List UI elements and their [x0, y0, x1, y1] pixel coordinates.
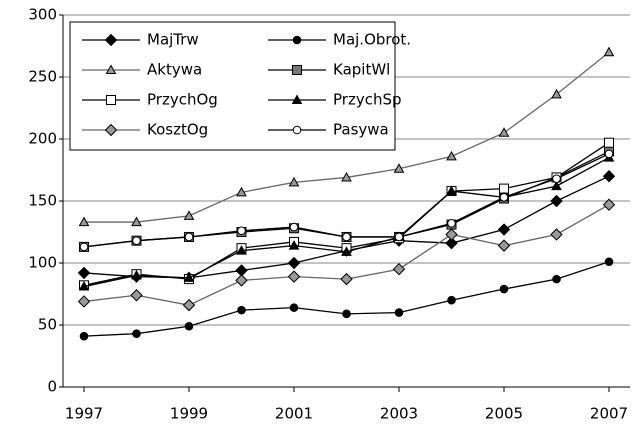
data-point [79, 242, 89, 252]
data-point [182, 298, 196, 312]
data-point [550, 228, 563, 241]
y-tick-label: 100 [28, 254, 57, 272]
legend-marker [104, 123, 118, 137]
y-tick-label: 200 [28, 130, 57, 148]
data-point [288, 240, 300, 250]
x-tick-label: 2007 [590, 405, 628, 423]
legend-marker [292, 65, 302, 75]
series-line [83, 142, 610, 286]
data-point [602, 198, 616, 211]
data-point [393, 163, 405, 173]
data-point [287, 270, 301, 283]
legend-label: PrzychOg [147, 91, 218, 109]
x-tick-label: 1999 [170, 405, 208, 423]
legend-label: Maj.Obrot. [333, 31, 411, 49]
legend-label: KapitWl [333, 61, 390, 79]
data-point [235, 274, 248, 287]
legend-marker [291, 94, 303, 104]
data-point [184, 232, 194, 242]
y-tick-label: 150 [28, 192, 57, 210]
data-point [77, 266, 91, 280]
legend-marker [106, 95, 116, 105]
data-point [497, 223, 511, 236]
data-point [289, 222, 299, 232]
x-tick-label: 1997 [65, 405, 103, 423]
legend-label: Pasywa [333, 121, 389, 139]
data-point [236, 186, 247, 197]
data-point [603, 46, 615, 57]
data-point [342, 232, 351, 242]
legend-label: Aktywa [147, 61, 202, 79]
data-point [340, 272, 353, 286]
data-point [184, 321, 194, 331]
data-point [498, 127, 510, 137]
data-point [78, 216, 90, 227]
data-point [78, 281, 90, 291]
data-point [604, 137, 614, 148]
data-point [132, 236, 141, 245]
data-point [288, 176, 300, 187]
data-point [552, 174, 561, 183]
data-point [236, 245, 247, 255]
y-tick-label: 0 [47, 378, 57, 396]
legend-marker [105, 64, 117, 74]
data-point [550, 194, 563, 208]
data-point [130, 289, 143, 302]
data-point [341, 246, 352, 256]
data-point [132, 329, 141, 338]
legend-label: PrzychSp [333, 91, 402, 109]
data-point [445, 228, 458, 241]
y-tick-label: 250 [28, 68, 57, 86]
data-point [499, 183, 509, 194]
data-point [79, 331, 89, 341]
data-point [604, 149, 614, 159]
x-tick-label: 2003 [380, 405, 418, 423]
data-point [237, 226, 246, 236]
data-point [394, 232, 404, 242]
legend-box [69, 21, 396, 151]
data-point [602, 169, 616, 183]
legend-marker [292, 125, 302, 135]
data-point [446, 150, 457, 161]
legend-marker [104, 33, 118, 47]
data-point [77, 295, 91, 308]
legend-marker [292, 35, 302, 45]
data-point [447, 219, 456, 228]
data-point [447, 295, 456, 305]
x-tick-label: 2001 [275, 405, 313, 423]
data-point [499, 192, 509, 202]
data-point [289, 303, 299, 312]
x-tick-label: 2005 [485, 405, 523, 423]
data-point [183, 272, 195, 282]
data-point [394, 308, 404, 317]
y-tick-label: 50 [38, 316, 57, 334]
data-point [237, 305, 246, 315]
data-point [551, 180, 562, 191]
data-point [342, 309, 351, 319]
data-point [131, 216, 142, 227]
data-point [497, 239, 511, 252]
data-point [445, 236, 458, 250]
data-point [551, 88, 562, 99]
data-point [604, 257, 614, 267]
data-point [183, 210, 195, 220]
data-point [499, 284, 509, 294]
data-point [341, 171, 352, 182]
legend-label: MajTrw [147, 31, 199, 49]
y-tick-label: 300 [28, 6, 57, 24]
data-point [552, 274, 561, 284]
data-point [287, 256, 301, 270]
data-point [392, 262, 406, 276]
data-point [131, 269, 142, 280]
data-point [446, 185, 457, 196]
legend-label: KosztOg [147, 121, 208, 139]
